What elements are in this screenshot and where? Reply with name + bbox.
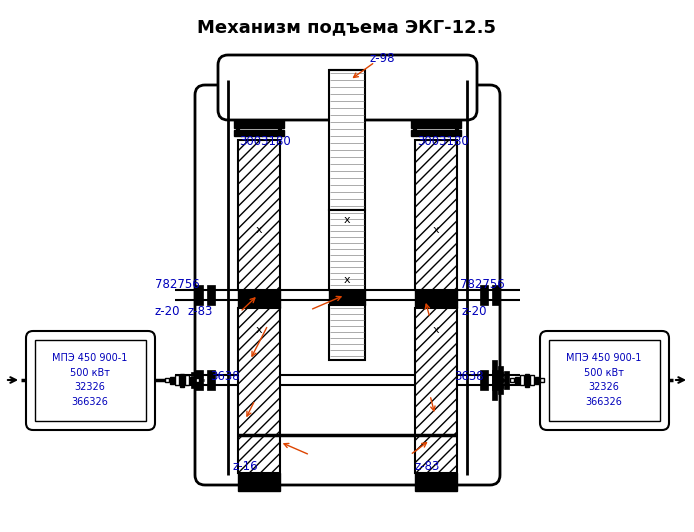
FancyBboxPatch shape [195, 85, 500, 485]
Text: z-16: z-16 [233, 460, 259, 473]
Text: МПЭ 450 900-1
500 кВт
32326
366326: МПЭ 450 900-1 500 кВт 32326 366326 [52, 353, 128, 407]
Text: МПЭ 450 900-1
500 кВт
32326
366326: МПЭ 450 900-1 500 кВт 32326 366326 [566, 353, 642, 407]
Bar [411, 120, 461, 128]
Text: 3003180: 3003180 [417, 135, 468, 148]
Bar [234, 130, 284, 136]
Bar [329, 290, 365, 305]
Text: x: x [432, 325, 439, 335]
Bar [492, 285, 500, 305]
Bar [329, 70, 365, 210]
Bar [238, 308, 280, 473]
Bar [190, 377, 194, 384]
Bar [165, 378, 169, 382]
Bar [549, 340, 660, 421]
Text: 3003180: 3003180 [239, 135, 291, 148]
Text: x: x [344, 215, 350, 225]
Bar [170, 377, 174, 384]
Text: z-20: z-20 [155, 305, 180, 318]
Bar [515, 377, 519, 384]
Bar [191, 384, 196, 388]
FancyBboxPatch shape [26, 331, 155, 430]
Text: Механизм подъема ЭКГ-12.5: Механизм подъема ЭКГ-12.5 [198, 18, 496, 36]
Bar [329, 210, 365, 290]
Bar [191, 378, 196, 382]
Bar [535, 377, 539, 384]
Text: z-20: z-20 [462, 305, 487, 318]
Text: z-83: z-83 [415, 460, 441, 473]
Bar [180, 374, 184, 387]
Bar [207, 370, 215, 390]
Bar [498, 384, 503, 388]
Bar [175, 375, 179, 385]
FancyBboxPatch shape [540, 331, 669, 430]
Text: x: x [255, 225, 262, 235]
Bar [498, 372, 503, 376]
Bar [498, 378, 503, 382]
Bar [525, 374, 529, 387]
Bar [415, 308, 457, 473]
Text: 782756: 782756 [460, 278, 505, 292]
Bar [530, 375, 534, 385]
Text: z-98: z-98 [370, 52, 396, 64]
Text: 782756: 782756 [155, 278, 200, 292]
Bar [492, 360, 497, 400]
Bar [238, 140, 280, 290]
Bar [415, 140, 457, 290]
Bar [191, 372, 196, 376]
Bar [498, 366, 503, 394]
Bar [234, 120, 284, 128]
Text: 3638: 3638 [210, 370, 239, 383]
Bar [510, 378, 514, 382]
Bar [520, 375, 524, 385]
Bar [415, 473, 457, 491]
Text: x: x [344, 275, 350, 285]
Bar [35, 340, 146, 421]
Bar [480, 285, 488, 305]
Bar [195, 285, 203, 305]
Text: 3638: 3638 [454, 370, 484, 383]
Bar [238, 290, 280, 308]
Text: x: x [255, 325, 262, 335]
Bar [480, 370, 488, 390]
Bar [415, 290, 457, 308]
Bar [195, 370, 203, 390]
Bar [329, 305, 365, 360]
Bar [540, 378, 544, 382]
Bar [492, 370, 500, 390]
Bar [238, 473, 280, 491]
FancyBboxPatch shape [218, 55, 477, 120]
Text: x: x [432, 225, 439, 235]
Bar [207, 285, 215, 305]
Text: z-83: z-83 [188, 305, 213, 318]
Bar [195, 378, 199, 382]
Bar [185, 375, 189, 385]
Bar [411, 130, 461, 136]
Bar [504, 371, 509, 389]
